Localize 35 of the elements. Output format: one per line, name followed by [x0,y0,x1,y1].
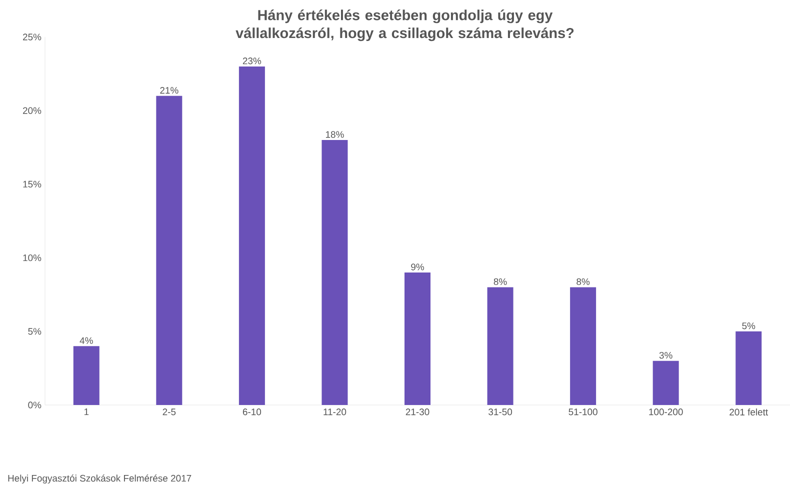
x-tick-label: 6-10 [242,408,262,416]
chart-title: Hány értékelés esetében gondolja úgy egy vállalkozásról, hogy a csillagok száma releváns? [236,10,574,42]
data-label: 4% [80,337,93,344]
bar [73,346,100,405]
data-label: 9% [411,264,424,270]
x-tick-label: 11-20 [324,408,346,416]
x-tick-label: 2-5 [162,408,176,416]
y-tick-label: 5% [28,328,42,335]
data-label: 18% [326,131,344,138]
data-label: 8% [576,278,590,286]
x-tick-label: 21-30 [406,408,430,416]
bar [156,96,182,405]
bar [570,287,596,405]
bar [322,140,348,405]
data-label: 21% [160,87,178,94]
bar [404,272,430,405]
data-label: 8% [494,278,507,286]
x-tick-label: 1 [84,408,89,416]
bar [238,66,265,405]
text: Helyi Fogyasztói Szokások Felmérése 2017 [8,474,192,484]
data-label: 23% [242,58,262,64]
data-label: 3% [659,352,672,359]
y-tick-label: 0% [28,402,42,408]
bar [736,331,762,405]
x-tick-label: 51-100 [568,408,598,416]
x-tick-label: 100-200 [649,408,683,416]
y-tick-label: 25% [23,34,42,40]
x-tick-label: 201 felett [730,408,768,416]
bar [652,360,679,405]
y-tick-label: 15% [23,180,42,188]
y-tick-label: 20% [23,107,42,114]
data-label: 5% [742,322,756,330]
bar [487,287,514,405]
y-tick-label: 10% [23,254,42,262]
x-tick-label: 31-50 [488,408,512,416]
